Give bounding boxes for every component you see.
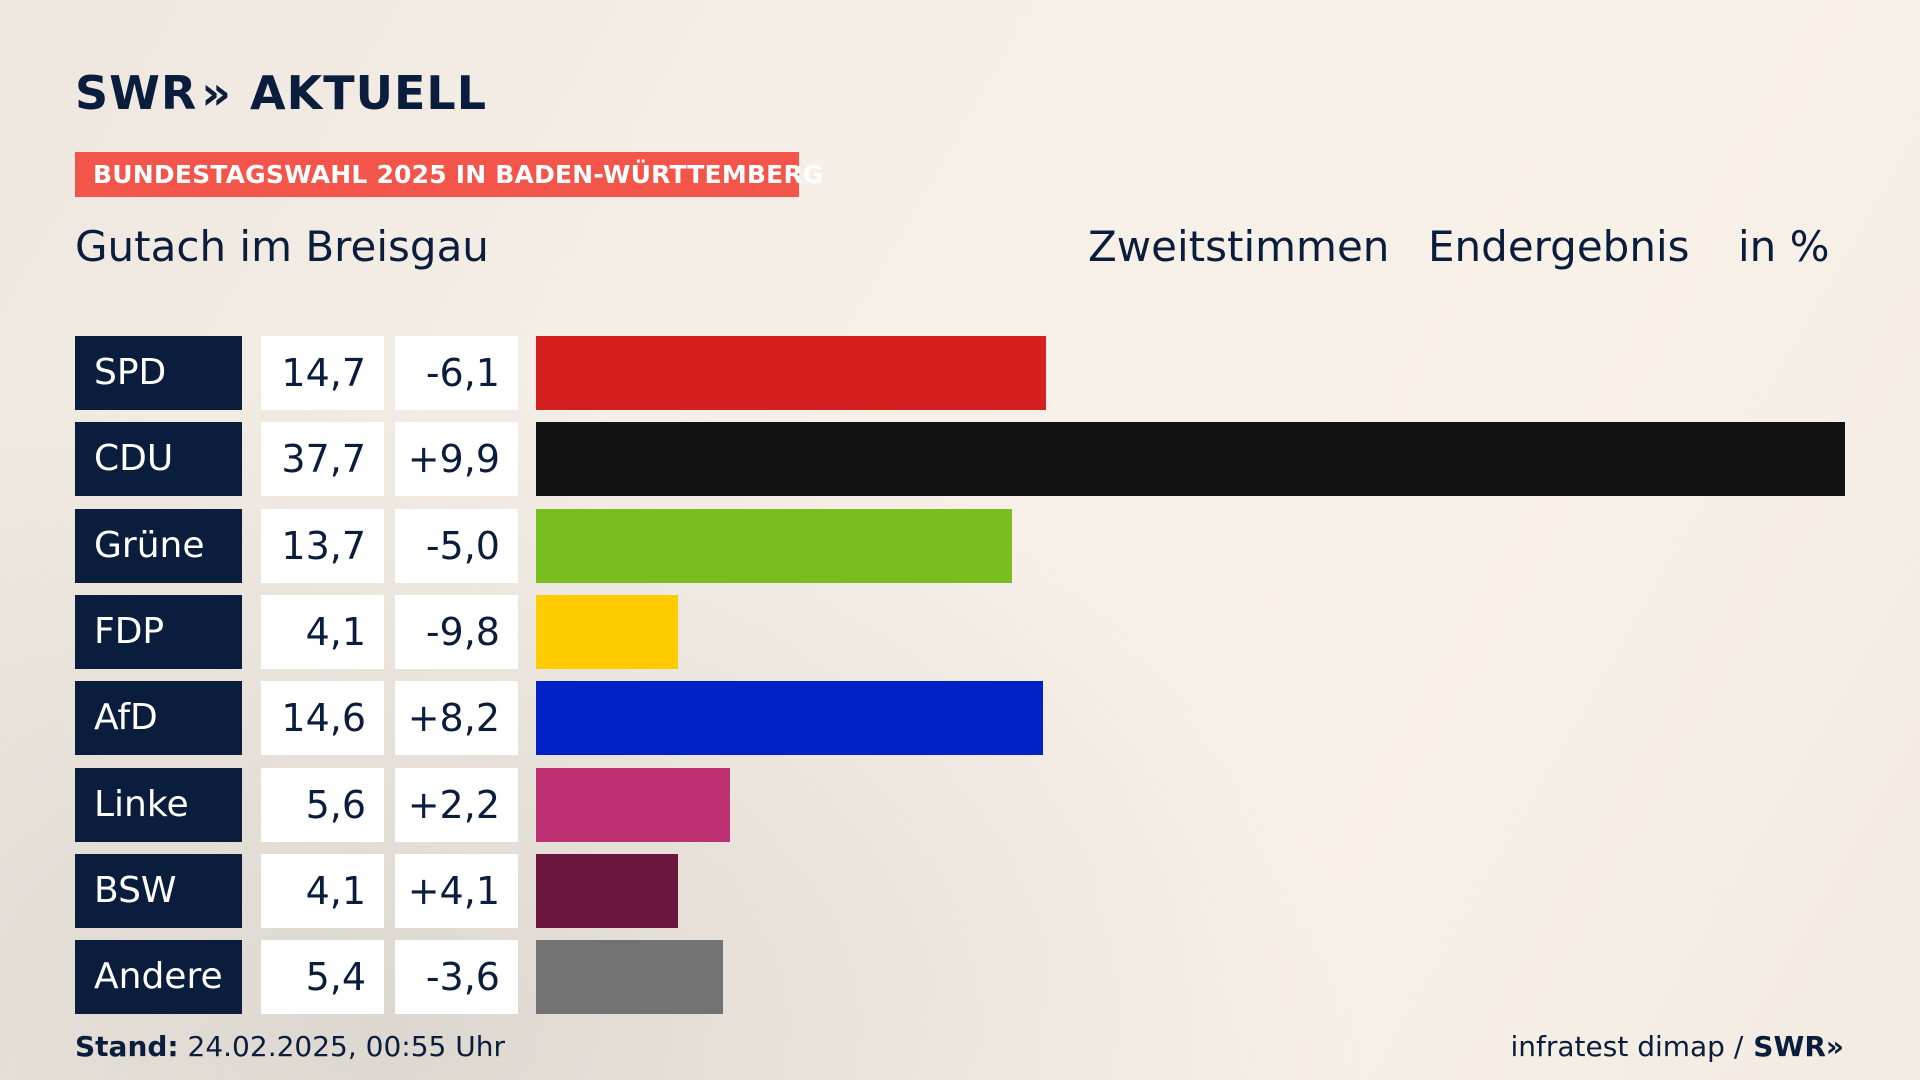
chevron-right-icon: » bbox=[201, 66, 233, 120]
result-value: 14,6 bbox=[261, 681, 384, 755]
logo-swr: SWR bbox=[75, 66, 198, 120]
timestamp-value: 24.02.2025, 00:55 Uhr bbox=[187, 1030, 505, 1063]
result-row: FDP 4,1 -9,8 bbox=[75, 595, 1845, 669]
result-bar bbox=[536, 336, 1046, 410]
unit-label: in % bbox=[1738, 222, 1830, 271]
result-row: BSW 4,1 +4,1 bbox=[75, 854, 1845, 928]
result-value: 14,7 bbox=[261, 336, 384, 410]
party-label: Grüne bbox=[75, 509, 242, 583]
result-bar bbox=[536, 422, 1845, 496]
change-value: -9,8 bbox=[395, 595, 518, 669]
location-title: Gutach im Breisgau bbox=[75, 222, 489, 271]
change-value: -5,0 bbox=[395, 509, 518, 583]
logo-aktuell: AKTUELL bbox=[250, 66, 488, 120]
party-label: SPD bbox=[75, 336, 242, 410]
result-value: 13,7 bbox=[261, 509, 384, 583]
change-value: +8,2 bbox=[395, 681, 518, 755]
party-label: CDU bbox=[75, 422, 242, 496]
party-label: FDP bbox=[75, 595, 242, 669]
source-text: infratest dimap / bbox=[1510, 1030, 1744, 1063]
topic-banner: BUNDESTAGSWAHL 2025 IN BADEN-WÜRTTEMBERG bbox=[75, 152, 823, 197]
change-value: -3,6 bbox=[395, 940, 518, 1014]
result-row: SPD 14,7 -6,1 bbox=[75, 336, 1845, 410]
change-value: +2,2 bbox=[395, 768, 518, 842]
party-label: AfD bbox=[75, 681, 242, 755]
result-value: 37,7 bbox=[261, 422, 384, 496]
change-value: +4,1 bbox=[395, 854, 518, 928]
result-row: Andere 5,4 -3,6 bbox=[75, 940, 1845, 1014]
result-bar bbox=[536, 681, 1043, 755]
timestamp: Stand: 24.02.2025, 00:55 Uhr bbox=[75, 1030, 505, 1063]
result-value: 5,6 bbox=[261, 768, 384, 842]
change-value: +9,9 bbox=[395, 422, 518, 496]
result-type-label: Endergebnis bbox=[1428, 222, 1690, 271]
result-row: Linke 5,6 +2,2 bbox=[75, 768, 1845, 842]
party-label: BSW bbox=[75, 854, 242, 928]
result-bar bbox=[536, 509, 1012, 583]
result-row: CDU 37,7 +9,9 bbox=[75, 422, 1845, 496]
result-bar bbox=[536, 940, 723, 1014]
result-row: AfD 14,6 +8,2 bbox=[75, 681, 1845, 755]
swr-aktuell-logo: SWR » AKTUELL bbox=[75, 66, 487, 120]
result-bar bbox=[536, 768, 730, 842]
source-brand: SWR» bbox=[1753, 1030, 1844, 1063]
result-value: 4,1 bbox=[261, 854, 384, 928]
result-bar bbox=[536, 854, 678, 928]
vote-type-label: Zweitstimmen bbox=[1088, 222, 1390, 271]
result-value: 5,4 bbox=[261, 940, 384, 1014]
timestamp-label: Stand: bbox=[75, 1030, 179, 1063]
result-bar bbox=[536, 595, 678, 669]
result-row: Grüne 13,7 -5,0 bbox=[75, 509, 1845, 583]
result-value: 4,1 bbox=[261, 595, 384, 669]
party-label: Andere bbox=[75, 940, 242, 1014]
change-value: -6,1 bbox=[395, 336, 518, 410]
source-credit: infratest dimap / SWR» bbox=[1510, 1030, 1844, 1063]
party-label: Linke bbox=[75, 768, 242, 842]
